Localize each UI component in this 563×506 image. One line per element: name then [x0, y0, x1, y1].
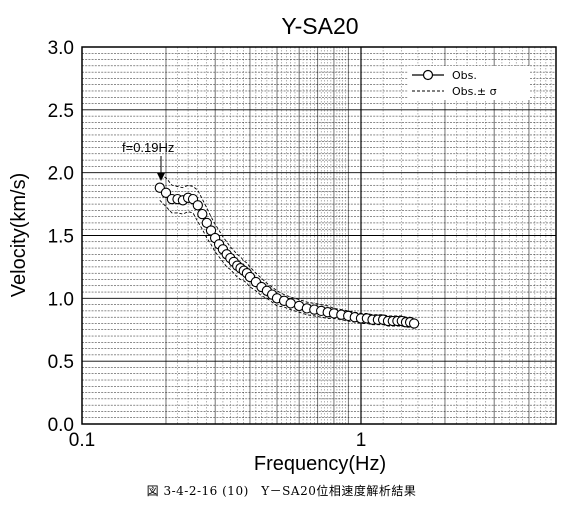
obs-point [192, 200, 203, 211]
legend-obs-marker [422, 69, 434, 81]
y-tick-label: 2.0 [48, 164, 74, 185]
chart-title: Y-SA20 [281, 13, 358, 39]
legend-obs-label: Obs. [452, 69, 477, 82]
y-tick-label: 1.0 [48, 289, 74, 310]
y-tick-label: 0.0 [48, 415, 74, 436]
obs-point [285, 298, 296, 309]
x-tick-label: 1 [356, 430, 367, 451]
annotation-f019: f=0.19Hz [122, 140, 174, 181]
y-axis-label: Velocity(km/s) [8, 173, 30, 297]
series [154, 174, 420, 329]
y-tick-label: 0.5 [48, 352, 74, 373]
y-tick-label: 3.0 [48, 38, 74, 59]
y-tick-label: 2.5 [48, 101, 74, 122]
x-tick-label: 0.1 [69, 430, 95, 451]
ticks: 0.0 0.5 1.0 1.5 2.0 2.5 3.0 0.1 1 [48, 38, 367, 451]
y-tick-label: 1.5 [48, 227, 74, 248]
annotation-text: f=0.19Hz [122, 140, 174, 155]
plot-frame [81, 46, 557, 425]
annotation-arrow-head [157, 173, 165, 181]
obs-point [160, 187, 172, 198]
figure-caption: 図 3-4-2-16 (10) Y－SA20位相速度解析結果 [146, 484, 417, 498]
grid [82, 47, 556, 424]
legend: Obs. Obs.± σ [408, 66, 530, 100]
obs-point [408, 318, 420, 329]
obs-point [201, 217, 212, 229]
x-axis-label: Frequency(Hz) [254, 453, 386, 475]
obs-point [197, 208, 208, 220]
legend-sigma-label: Obs.± σ [452, 85, 497, 98]
sigma-lower-line [159, 199, 415, 329]
